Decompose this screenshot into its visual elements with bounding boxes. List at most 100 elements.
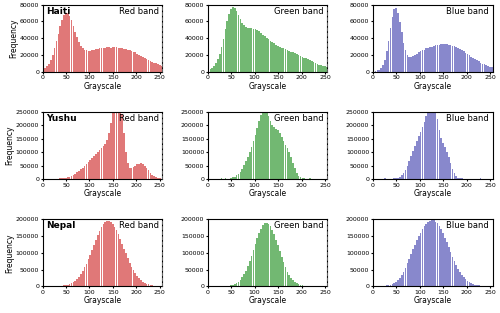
Text: Nepal: Nepal [46, 221, 76, 230]
Bar [244, 274, 245, 286]
Bar [42, 178, 44, 179]
Text: Red band: Red band [118, 221, 158, 230]
Bar [245, 270, 247, 286]
Bar [424, 122, 425, 179]
Bar [152, 285, 153, 286]
Bar [465, 178, 466, 179]
Bar [93, 245, 95, 286]
Bar [438, 45, 440, 72]
Bar [238, 173, 240, 179]
Bar [230, 178, 232, 179]
Bar [270, 41, 272, 72]
Bar [240, 280, 241, 286]
Bar [298, 176, 300, 179]
Bar [452, 46, 454, 72]
Bar [136, 276, 138, 286]
Bar [118, 234, 119, 286]
Bar [100, 227, 102, 286]
Bar [262, 225, 264, 286]
Bar [284, 49, 286, 72]
Bar [461, 178, 462, 179]
Bar [266, 111, 268, 179]
Bar [65, 285, 66, 286]
Bar [272, 230, 273, 286]
Bar [258, 121, 260, 179]
Bar [262, 35, 264, 72]
Bar [300, 56, 302, 72]
Bar [456, 47, 457, 72]
Bar [465, 279, 466, 286]
Bar [489, 67, 491, 72]
Bar [290, 278, 292, 286]
Bar [84, 268, 86, 286]
Bar [459, 178, 461, 179]
Bar [100, 48, 102, 72]
Bar [93, 50, 95, 72]
Bar [76, 279, 78, 286]
Bar [459, 49, 461, 72]
Bar [244, 25, 245, 72]
Bar [470, 57, 472, 72]
Bar [403, 272, 404, 286]
Bar [116, 47, 117, 72]
Bar [292, 163, 294, 179]
Bar [420, 132, 422, 179]
Bar [46, 66, 48, 72]
Bar [140, 163, 142, 179]
Bar [292, 52, 294, 72]
Bar [127, 163, 128, 179]
Bar [298, 284, 300, 286]
Bar [470, 283, 472, 286]
Bar [429, 47, 431, 72]
Bar [236, 11, 238, 72]
Bar [458, 269, 459, 286]
Bar [433, 109, 434, 179]
Bar [472, 58, 474, 72]
Bar [463, 277, 464, 286]
Bar [414, 146, 416, 179]
Bar [224, 29, 226, 72]
Bar [283, 49, 284, 72]
Bar [266, 38, 268, 72]
Bar [78, 42, 80, 72]
Bar [396, 282, 397, 286]
Bar [401, 275, 402, 286]
Bar [428, 112, 429, 179]
Bar [247, 266, 248, 286]
Bar [390, 285, 392, 286]
Bar [484, 64, 485, 72]
Bar [99, 231, 100, 286]
Bar [410, 254, 412, 286]
Bar [442, 44, 444, 72]
Bar [157, 178, 158, 179]
Bar [463, 51, 464, 72]
Bar [97, 152, 98, 179]
Bar [275, 240, 277, 286]
Bar [240, 172, 241, 179]
Bar [82, 49, 84, 72]
Bar [127, 258, 128, 286]
Bar [110, 222, 112, 286]
Bar [374, 71, 376, 72]
Text: Blue band: Blue band [446, 114, 489, 123]
Bar [106, 221, 108, 286]
Bar [431, 110, 432, 179]
Bar [63, 285, 65, 286]
Bar [69, 16, 70, 72]
Bar [444, 238, 446, 286]
X-axis label: Grayscale: Grayscale [84, 296, 122, 305]
Bar [316, 64, 318, 72]
Bar [74, 280, 76, 286]
Bar [296, 283, 298, 286]
Bar [249, 261, 250, 286]
Bar [92, 250, 93, 286]
Bar [140, 56, 142, 72]
Bar [448, 157, 450, 179]
Text: Green band: Green band [274, 221, 324, 230]
Bar [302, 285, 303, 286]
Bar [86, 164, 87, 179]
Bar [420, 51, 422, 72]
Bar [428, 222, 429, 286]
Bar [258, 31, 260, 72]
Bar [283, 141, 284, 179]
